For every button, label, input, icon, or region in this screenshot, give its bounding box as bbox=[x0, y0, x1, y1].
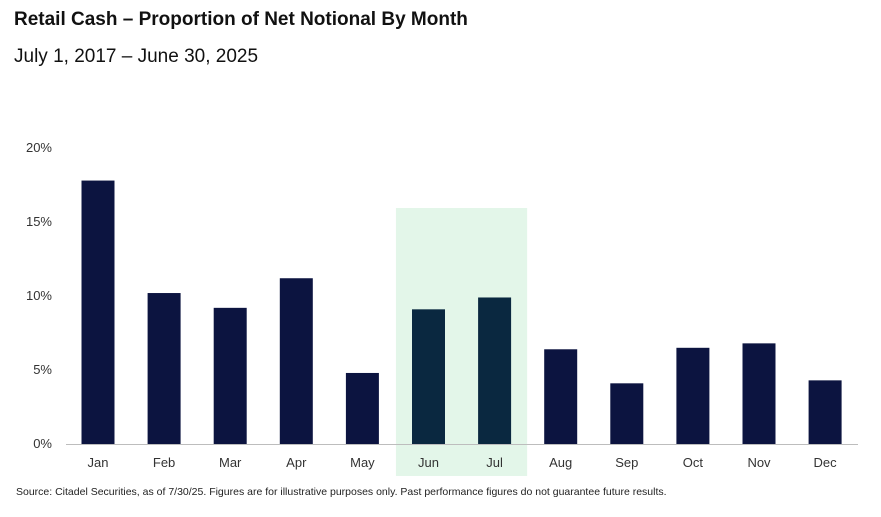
bar-mar bbox=[213, 307, 247, 444]
x-tick-label: Dec bbox=[814, 455, 838, 470]
chart-title: Retail Cash – Proportion of Net Notional… bbox=[14, 9, 468, 30]
x-tick-label: May bbox=[350, 455, 375, 470]
bar-jul bbox=[478, 297, 512, 444]
x-tick-label: Jan bbox=[88, 455, 109, 470]
source-note: Source: Citadel Securities, as of 7/30/2… bbox=[16, 486, 667, 498]
y-tick-label: 0% bbox=[33, 436, 52, 451]
x-tick-label: Nov bbox=[747, 455, 771, 470]
x-tick-label: Aug bbox=[549, 455, 572, 470]
bar-apr bbox=[279, 278, 313, 444]
bar-oct bbox=[676, 347, 710, 444]
x-tick-label: Jul bbox=[486, 455, 503, 470]
x-tick-label: Feb bbox=[153, 455, 175, 470]
bar-feb bbox=[147, 293, 181, 444]
bar-dec bbox=[808, 380, 842, 444]
x-tick-label: Mar bbox=[219, 455, 242, 470]
x-tick-label: Sep bbox=[615, 455, 638, 470]
bar-jan bbox=[81, 180, 115, 444]
bar-sep bbox=[610, 383, 644, 444]
bar-nov bbox=[742, 343, 776, 444]
bar-aug bbox=[544, 349, 578, 444]
bar-jun bbox=[412, 309, 445, 444]
y-tick-label: 10% bbox=[26, 288, 52, 303]
chart-subtitle: July 1, 2017 – June 30, 2025 bbox=[14, 46, 259, 67]
y-tick-label: 15% bbox=[26, 214, 52, 229]
x-tick-label: Jun bbox=[418, 455, 439, 470]
bar-may bbox=[345, 372, 379, 444]
x-tick-label: Apr bbox=[286, 455, 307, 470]
y-tick-label: 20% bbox=[26, 140, 52, 155]
y-tick-label: 5% bbox=[33, 362, 52, 377]
x-tick-label: Oct bbox=[683, 455, 704, 470]
